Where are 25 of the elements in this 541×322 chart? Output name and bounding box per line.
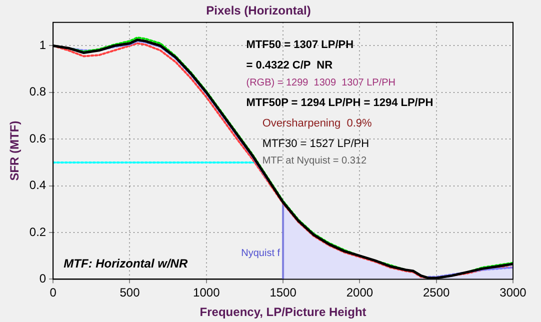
x-tick-label: 1000 [193, 286, 220, 300]
annotation: (RGB) = 1299 1309 1307 LP/PH [246, 77, 396, 88]
annotation: MTF: Horizontal w/NR [64, 256, 188, 271]
y-tick-label: 0.6 [29, 131, 46, 146]
x-axis-title: Frequency, LP/Picture Height [200, 305, 366, 320]
x-tick-label: 500 [120, 286, 140, 300]
chart-title: Pixels (Horizontal) [206, 4, 311, 18]
y-tick-label: 0.4 [29, 178, 46, 192]
x-tick-label: 2000 [346, 286, 374, 300]
x-tick-label: 2500 [422, 286, 450, 300]
y-tick-label: 0.8 [29, 84, 46, 99]
annotation: MTF50P = 1294 LP/PH = 1294 LP/PH [246, 96, 434, 109]
annotation: Oversharpening 0.9% [262, 117, 372, 130]
annotation: = 0.4322 C/P NR [246, 60, 333, 72]
y-tick-label: 0 [39, 272, 46, 286]
y-tick-label: 0.2 [29, 224, 46, 239]
y-axis-title: SFR (MTF) [8, 120, 22, 181]
x-tick-label: 1500 [270, 286, 297, 300]
annotation: MTF at Nyquist = 0.312 [262, 156, 367, 167]
annotation: MTF30 = 1527 LP/PH [262, 138, 370, 150]
annotation: MTF50 = 1307 LP/PH [246, 39, 354, 52]
y-tick-label: 1 [39, 38, 46, 52]
annotation: Nyquist f [241, 248, 280, 259]
x-tick-label: 3000 [500, 286, 527, 300]
x-tick-label: 0 [50, 286, 57, 300]
